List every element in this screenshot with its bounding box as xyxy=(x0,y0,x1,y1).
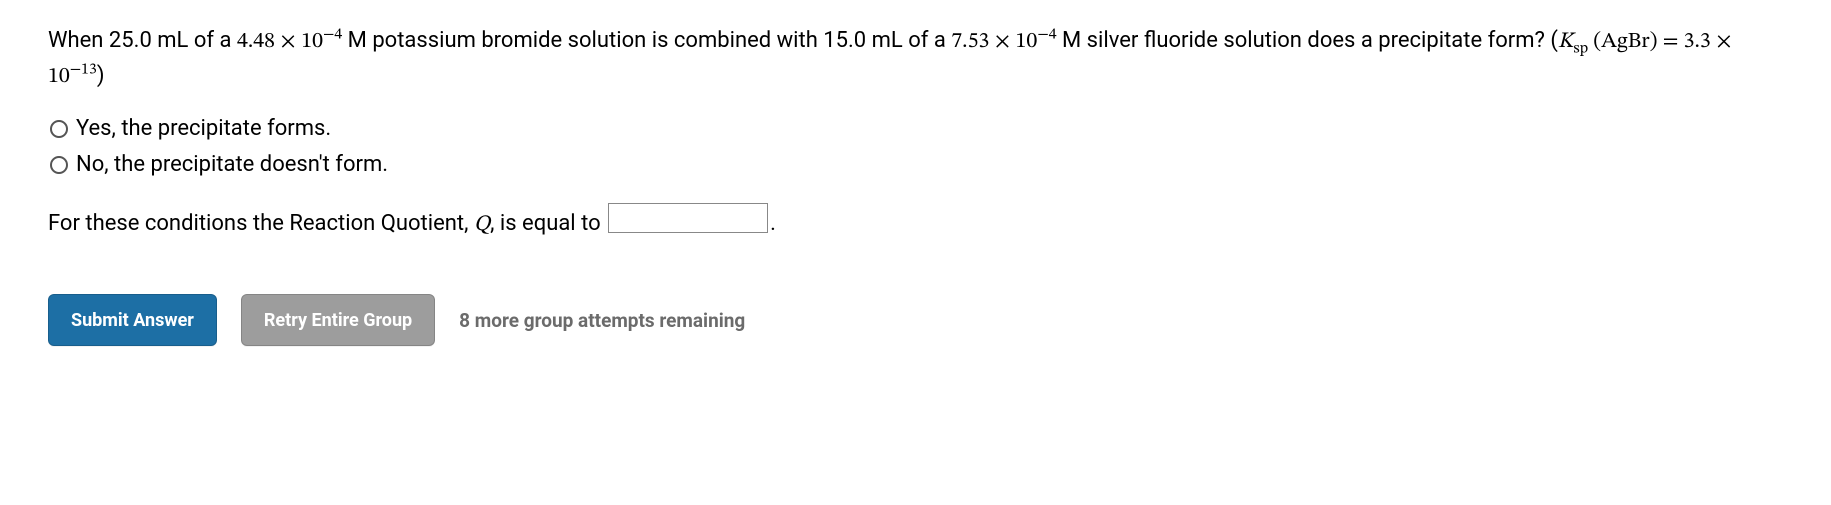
q-symbol: Q xyxy=(474,214,490,236)
q-text-p4: ) xyxy=(97,63,105,88)
submit-answer-button[interactable]: Submit Answer xyxy=(48,294,217,346)
option-no[interactable]: No, the precipitate doesn't form. xyxy=(50,148,1783,182)
followup-mid: , is equal to xyxy=(490,211,606,236)
q-times1: × xyxy=(275,31,301,53)
q-base2: 10 xyxy=(1016,31,1038,53)
question-text: When 25.0 mL of a 4.48 × 10−4 M potassiu… xyxy=(48,24,1783,94)
q-times2: × xyxy=(989,31,1015,53)
q-exp1: −4 xyxy=(323,27,342,43)
q-value-input[interactable] xyxy=(608,203,768,233)
option-yes[interactable]: Yes, the precipitate forms. xyxy=(50,112,1783,146)
ksp-val-base: 10 xyxy=(48,66,70,88)
radio-icon xyxy=(50,120,68,138)
retry-label: Retry Entire Group xyxy=(264,307,412,335)
q-base1: 10 xyxy=(301,31,323,53)
submit-label: Submit Answer xyxy=(71,307,194,335)
ksp-val-exp: −13 xyxy=(70,62,97,78)
q-text-p2: M potassium bromide solution is combined… xyxy=(342,28,951,53)
options-group: Yes, the precipitate forms. No, the prec… xyxy=(48,112,1783,182)
q-text-p1: When 25.0 mL of a xyxy=(48,28,237,53)
ksp-arg-open: ( xyxy=(1588,31,1601,53)
followup-pre: For these conditions the Reaction Quotie… xyxy=(48,211,474,236)
ksp-eq: = xyxy=(1657,31,1683,53)
attempts-remaining: 8 more group attempts remaining xyxy=(459,306,745,335)
q-coef1: 4.48 xyxy=(237,31,275,53)
retry-group-button[interactable]: Retry Entire Group xyxy=(241,294,435,346)
buttons-row: Submit Answer Retry Entire Group 8 more … xyxy=(48,294,1783,346)
q-exp2: −4 xyxy=(1037,27,1056,43)
followup-post: . xyxy=(770,211,776,236)
ksp-arg: AgBr xyxy=(1601,31,1649,53)
ksp-val-coef: 3.3 xyxy=(1684,31,1711,53)
ksp-k: K xyxy=(1558,31,1573,53)
ksp-sub: sp xyxy=(1573,40,1588,56)
q-text-p3: M silver fluoride solution does a precip… xyxy=(1057,28,1558,53)
option-yes-label: Yes, the precipitate forms. xyxy=(76,112,331,146)
q-coef2: 7.53 xyxy=(951,31,989,53)
option-no-label: No, the precipitate doesn't form. xyxy=(76,148,388,182)
radio-icon xyxy=(50,156,68,174)
followup-text: For these conditions the Reaction Quotie… xyxy=(48,200,1783,242)
ksp-times: × xyxy=(1711,31,1732,53)
